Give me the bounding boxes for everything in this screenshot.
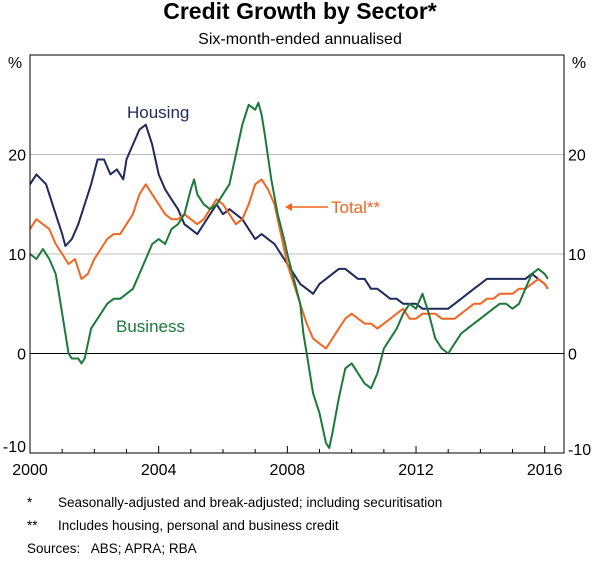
x-tick-label: 2012 [398, 462, 434, 479]
plot-frame [29, 54, 565, 454]
note-2-marker: ** [27, 518, 38, 533]
y-tick-labels: -10 -10 0 0 10 10 20 20 [3, 148, 591, 460]
series-line-total [29, 178, 549, 350]
y-tick-label-left: -10 [3, 439, 26, 456]
chart-subtitle: Six-month-ended annualised [198, 31, 402, 48]
business-label: Business [116, 317, 185, 336]
y-tick-label-right: 0 [568, 347, 577, 364]
series-lines [29, 101, 549, 449]
y-unit-right: % [572, 55, 586, 72]
y-tick-label-right: 10 [568, 247, 586, 264]
y-tick-label-left: 0 [17, 347, 26, 364]
y-tick-label-right: 20 [568, 148, 586, 165]
y-tick-label-right: -10 [568, 442, 591, 459]
total-label-arrowhead [285, 203, 292, 211]
series-line-business [29, 101, 549, 449]
note-1-marker: * [27, 495, 33, 510]
sources-note: Sources: ABS; APRA; RBA [27, 541, 197, 556]
note-1-text: Seasonally-adjusted and break-adjusted; … [58, 495, 442, 510]
series-line-housing [29, 123, 549, 310]
note-2-text: Includes housing, personal and business … [58, 518, 339, 533]
y-unit-left: % [8, 55, 22, 72]
x-tick-labels: 2000 2004 2008 2012 2016 [12, 446, 563, 479]
total-label: Total** [331, 198, 381, 217]
x-tick-label: 2004 [141, 462, 177, 479]
x-tick-label: 2000 [12, 462, 48, 479]
y-tick-label-left: 20 [8, 148, 26, 165]
y-tick-label-left: 10 [8, 247, 26, 264]
housing-label: Housing [127, 103, 189, 122]
chart-title: Credit Growth by Sector* [163, 0, 437, 24]
x-tick-label: 2016 [527, 462, 563, 479]
grid-lines [30, 154, 564, 354]
x-tick-label: 2008 [270, 462, 306, 479]
